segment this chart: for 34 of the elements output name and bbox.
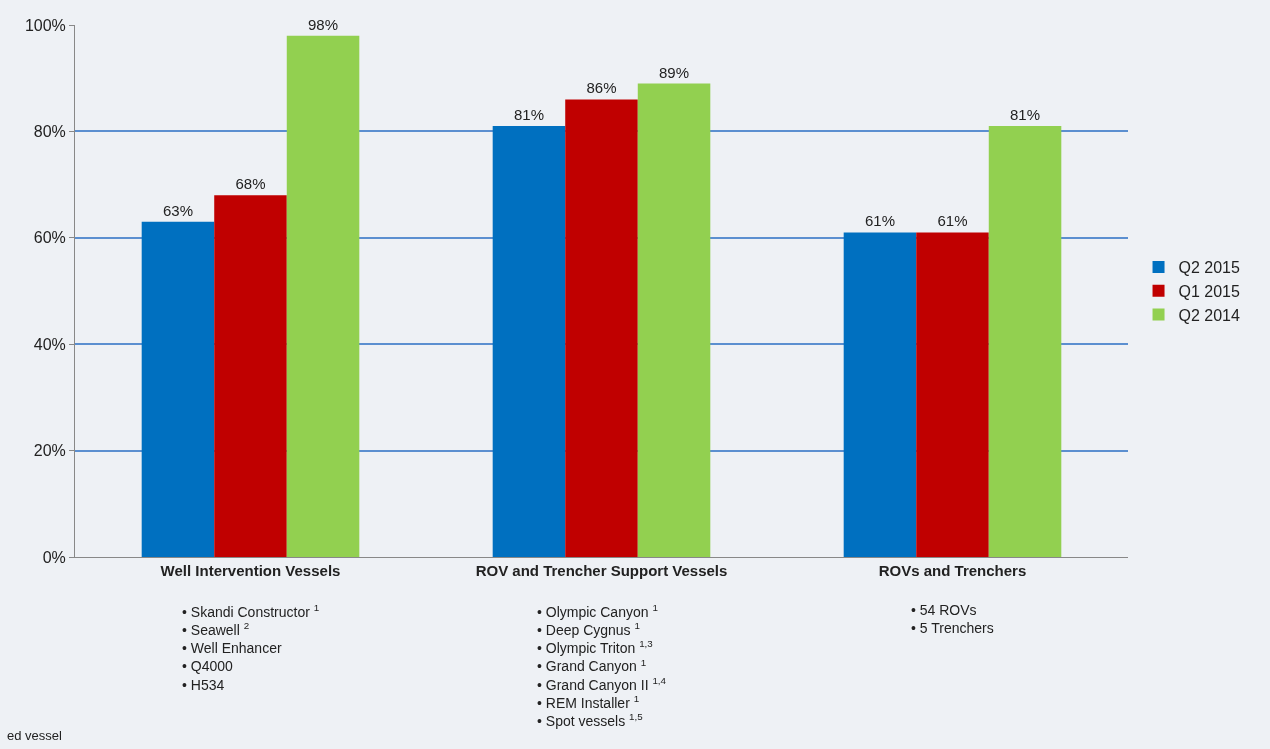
text: • 54 ROVs • 5 Trenchers [911, 602, 994, 637]
bar [141, 221, 215, 557]
data-label: 86% [586, 79, 617, 97]
y-tick-label: 80% [33, 123, 66, 140]
y-tick-label: 60% [33, 229, 66, 247]
text: • Olympic Canyon $^{1}$ • Deep Cygnus $^{1}$ • Olympic Triton $^{1,3}$ • Grand Canyon $^{1}$ • Grand Canyon II $^{1,4}$ • REM Installer $^{1}$ • Spot vessels $^{1,5}$ [537, 602, 667, 730]
x-tick-label: ROV and Trencher Support Vessels [475, 562, 728, 579]
x-tick-label: Well Intervention Vessels [160, 562, 341, 579]
data-label: 89% [659, 63, 690, 81]
bar [492, 126, 566, 557]
y-tick-label: 100% [24, 16, 66, 34]
text: ed vessel [7, 728, 63, 743]
bar [565, 99, 638, 557]
x-tick-label: ROVs and Trenchers [878, 562, 1027, 579]
bar [637, 83, 711, 557]
data-label: 63% [162, 201, 193, 219]
bar [214, 195, 287, 557]
legend-label: Q1 2015 [1178, 282, 1241, 300]
data-label: 68% [235, 175, 266, 193]
data-label: 81% [1010, 106, 1041, 124]
bar [286, 35, 360, 557]
legend-label: Q2 2014 [1178, 306, 1241, 324]
text: • Skandi Constructor $^{1}$ • Seawell $^{2}$ • Well Enhancer • Q4000 • H534 [182, 602, 320, 693]
y-tick-label: 20% [33, 442, 66, 460]
legend-label: Q2 2015 [1178, 259, 1241, 277]
data-label: 61% [937, 212, 968, 230]
y-tick-label: 40% [33, 335, 66, 353]
data-label: 98% [308, 15, 339, 33]
bar [916, 232, 989, 557]
data-label: 61% [864, 212, 895, 230]
y-tick-label: 0% [42, 548, 66, 566]
bar [988, 126, 1062, 557]
bar [843, 232, 917, 557]
data-label: 81% [513, 106, 544, 124]
